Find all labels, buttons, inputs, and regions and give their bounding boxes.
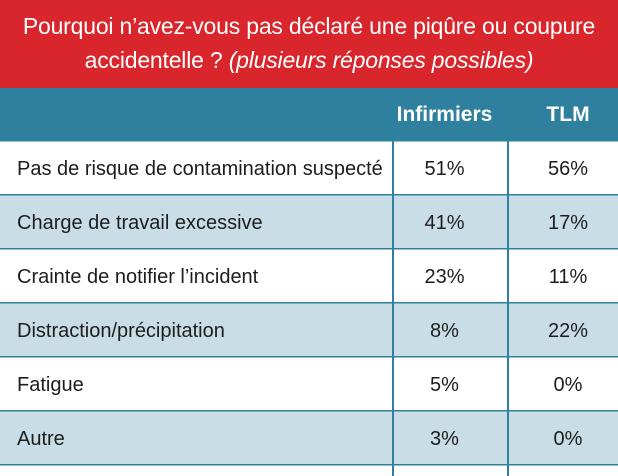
row-divider <box>0 302 618 304</box>
cell-value-tlm: 17% <box>548 212 588 234</box>
title-main: Pourquoi n’avez-vous pas déclaré une piq… <box>22 13 596 73</box>
row-divider <box>0 194 618 196</box>
table-title: Pourquoi n’avez-vous pas déclaré une piq… <box>0 0 618 88</box>
cell-value-infirmiers: 41% <box>424 212 464 234</box>
row-label: Distraction/précipitation <box>17 320 225 342</box>
cell-value-tlm: 0% <box>554 374 583 396</box>
row-divider <box>0 248 618 250</box>
cell-value-infirmiers: 23% <box>424 266 464 288</box>
table-row-background <box>0 411 618 464</box>
row-divider <box>0 410 618 412</box>
cell-value-tlm: 11% <box>549 266 588 288</box>
row-divider <box>0 464 618 466</box>
column-header-tlm: TLM <box>546 103 589 126</box>
row-label: Charge de travail excessive <box>17 212 263 234</box>
table-row-background <box>0 141 618 194</box>
row-label: Fatigue <box>17 374 84 396</box>
cell-value-infirmiers: 8% <box>430 320 459 342</box>
title-subtitle: (plusieurs réponses possibles) <box>228 47 534 73</box>
cell-value-tlm: 56% <box>548 158 588 180</box>
table-row-background <box>0 357 618 410</box>
cell-value-tlm: 0% <box>554 428 583 450</box>
cell-value-infirmiers: 51% <box>424 158 464 180</box>
table-row-background <box>0 249 618 302</box>
column-header-infirmiers: Infirmiers <box>397 103 493 126</box>
table-row-background <box>0 303 618 356</box>
row-label: Autre <box>17 428 65 450</box>
row-divider <box>0 140 618 142</box>
column-divider <box>392 140 394 476</box>
table-row-background <box>0 195 618 248</box>
row-label: Crainte de notifier l’incident <box>17 266 259 288</box>
row-label: Pas de risque de contamination suspecté <box>17 158 383 180</box>
table-header <box>0 88 618 140</box>
cell-value-infirmiers: 5% <box>430 374 459 396</box>
cell-value-tlm: 22% <box>548 320 588 342</box>
column-divider <box>507 140 509 476</box>
cell-value-infirmiers: 3% <box>430 428 459 450</box>
row-divider <box>0 356 618 358</box>
